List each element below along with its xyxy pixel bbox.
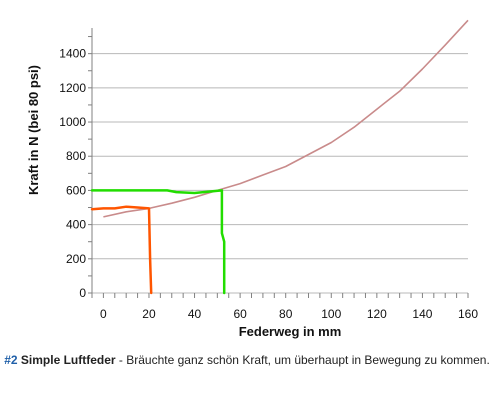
caption-title: Simple Luftfeder [20, 353, 116, 367]
y-tick-label: 1000 [59, 115, 86, 129]
y-tick-label: 800 [66, 149, 86, 163]
x-tick-label: 0 [100, 307, 107, 321]
y-tick-label: 0 [79, 286, 86, 300]
x-tick-label: 40 [188, 307, 202, 321]
series-group [103, 19, 469, 218]
x-tick-label: 100 [321, 307, 341, 321]
x-tick-label: 160 [458, 307, 478, 321]
x-tick-label: 140 [412, 307, 432, 321]
x-axis-label: Federweg in mm [239, 324, 342, 339]
y-tick-label: 600 [66, 183, 86, 197]
series-line-0 [103, 19, 469, 218]
y-tick-label: 1400 [59, 47, 86, 61]
tick-marks [88, 28, 469, 298]
x-tick-label: 80 [279, 307, 293, 321]
tick-labels: 0 200 400 600 800 1000 1200 1400 0 20 40 60 80 100 120… [59, 47, 478, 321]
grid-lines [92, 53, 468, 294]
y-tick-label: 1200 [59, 81, 86, 95]
caption-text: - Bräuchte ganz schön Kraft, um überhaup… [115, 353, 490, 367]
caption-number: #2 [4, 353, 18, 367]
y-tick-label: 400 [66, 218, 86, 232]
y-tick-label: 200 [66, 252, 86, 266]
chart-plot: 0 200 400 600 800 1000 1200 1400 0 20 40 60 80 100 120… [26, 19, 478, 339]
x-tick-label: 120 [367, 307, 387, 321]
annotation-line-1 [90, 189, 226, 295]
y-axis-label: Kraft in N (bei 80 psi) [26, 65, 41, 195]
figure-caption: #2 Simple Luftfeder - Bräuchte ganz schö… [0, 352, 494, 369]
x-tick-label: 20 [142, 307, 156, 321]
annotation-line-0 [90, 205, 153, 295]
x-tick-label: 60 [233, 307, 247, 321]
annotation-group [90, 189, 226, 295]
